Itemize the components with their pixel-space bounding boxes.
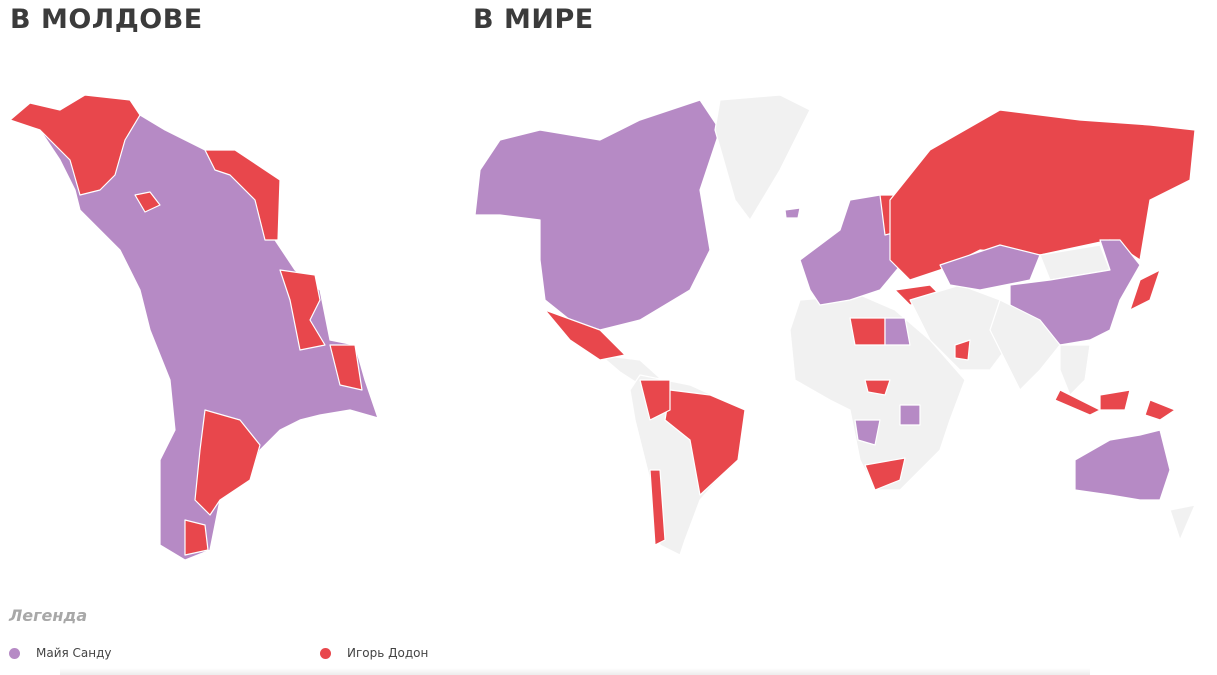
region xyxy=(279,269,326,351)
world-map xyxy=(474,94,1196,556)
region xyxy=(854,419,881,446)
legend-swatch xyxy=(9,647,20,659)
moldova-title: В МОЛДОВЕ xyxy=(10,4,203,35)
region xyxy=(864,379,891,396)
region xyxy=(714,94,811,221)
region xyxy=(664,389,746,496)
legend-title: Легенда xyxy=(9,606,88,625)
region xyxy=(849,317,886,346)
legend-swatch xyxy=(320,647,331,659)
region xyxy=(329,344,363,391)
region xyxy=(1074,429,1171,501)
region xyxy=(1059,344,1091,396)
footer-shadow xyxy=(60,668,1090,675)
region xyxy=(9,94,141,196)
region xyxy=(474,99,721,331)
region xyxy=(954,339,971,361)
region xyxy=(544,309,626,361)
region xyxy=(194,409,261,516)
region xyxy=(784,207,801,219)
region xyxy=(899,404,921,426)
region xyxy=(9,94,379,561)
region xyxy=(204,149,281,241)
region xyxy=(1129,269,1161,311)
region xyxy=(1144,399,1176,421)
maps xyxy=(9,94,1196,561)
region xyxy=(864,457,906,491)
legend-label: Майя Санду xyxy=(36,646,112,660)
region xyxy=(939,244,1041,291)
world-title: В МИРЕ xyxy=(473,4,594,35)
region xyxy=(889,109,1196,281)
region xyxy=(989,299,1061,391)
region xyxy=(134,191,161,213)
moldova-map xyxy=(9,94,379,561)
region xyxy=(184,519,209,556)
region xyxy=(1169,504,1196,541)
legend-label: Игорь Додон xyxy=(347,646,429,660)
region xyxy=(1054,389,1101,416)
region xyxy=(649,469,666,546)
region xyxy=(639,379,671,421)
legend-item: Игорь Додон xyxy=(320,646,428,660)
region xyxy=(884,317,911,346)
legend-item: Майя Санду xyxy=(9,646,112,660)
region xyxy=(1099,389,1131,411)
